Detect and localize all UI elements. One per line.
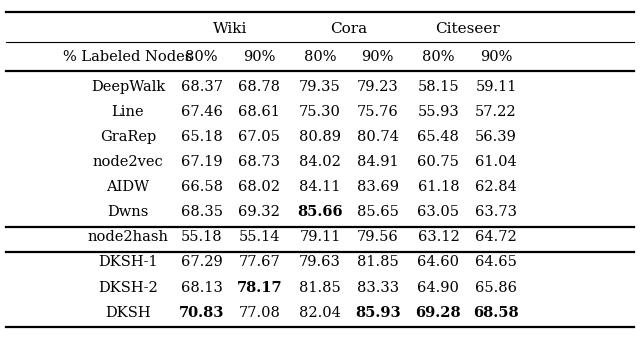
Text: 80.89: 80.89 [299, 130, 341, 144]
Text: 77.08: 77.08 [238, 306, 280, 320]
Text: 81.85: 81.85 [356, 256, 399, 269]
Text: 79.56: 79.56 [356, 230, 399, 244]
Text: 64.72: 64.72 [475, 230, 517, 244]
Text: 59.11: 59.11 [476, 80, 516, 94]
Text: DKSH-1: DKSH-1 [98, 256, 158, 269]
Text: node2hash: node2hash [88, 230, 168, 244]
Text: 64.90: 64.90 [417, 281, 460, 294]
Text: node2vec: node2vec [93, 155, 163, 169]
Text: 84.11: 84.11 [300, 180, 340, 194]
Text: 65.18: 65.18 [180, 130, 223, 144]
Text: 78.17: 78.17 [236, 281, 282, 294]
Text: 90%: 90% [362, 50, 394, 64]
Text: 68.35: 68.35 [180, 205, 223, 219]
Text: Line: Line [112, 105, 144, 119]
Text: Cora: Cora [330, 22, 367, 36]
Text: 68.73: 68.73 [238, 155, 280, 169]
Text: 83.69: 83.69 [356, 180, 399, 194]
Text: 90%: 90% [480, 50, 512, 64]
Text: 68.61: 68.61 [238, 105, 280, 119]
Text: 69.32: 69.32 [238, 205, 280, 219]
Text: 84.91: 84.91 [356, 155, 399, 169]
Text: 57.22: 57.22 [475, 105, 517, 119]
Text: % Labeled Nodes: % Labeled Nodes [63, 50, 193, 64]
Text: 79.11: 79.11 [300, 230, 340, 244]
Text: DKSH: DKSH [105, 306, 151, 320]
Text: 67.29: 67.29 [180, 256, 223, 269]
Text: GraRep: GraRep [100, 130, 156, 144]
Text: 65.48: 65.48 [417, 130, 460, 144]
Text: Wiki: Wiki [213, 22, 248, 36]
Text: 68.58: 68.58 [473, 306, 519, 320]
Text: 61.18: 61.18 [417, 180, 460, 194]
Text: 85.93: 85.93 [355, 306, 401, 320]
Text: 64.65: 64.65 [475, 256, 517, 269]
Text: 83.33: 83.33 [356, 281, 399, 294]
Text: 60.75: 60.75 [417, 155, 460, 169]
Text: 90%: 90% [243, 50, 275, 64]
Text: 55.93: 55.93 [417, 105, 460, 119]
Text: DKSH-2: DKSH-2 [98, 281, 158, 294]
Text: 68.13: 68.13 [180, 281, 223, 294]
Text: 80%: 80% [304, 50, 336, 64]
Text: 80.74: 80.74 [356, 130, 399, 144]
Text: 77.67: 77.67 [238, 256, 280, 269]
Text: 70.83: 70.83 [179, 306, 224, 320]
Text: 85.65: 85.65 [356, 205, 399, 219]
Text: 61.04: 61.04 [475, 155, 517, 169]
Text: 79.63: 79.63 [299, 256, 341, 269]
Text: 80%: 80% [186, 50, 218, 64]
Text: 68.02: 68.02 [238, 180, 280, 194]
Text: Dwns: Dwns [108, 205, 148, 219]
Text: 58.15: 58.15 [417, 80, 460, 94]
Text: DeepWalk: DeepWalk [91, 80, 165, 94]
Text: 84.02: 84.02 [299, 155, 341, 169]
Text: AIDW: AIDW [106, 180, 150, 194]
Text: 66.58: 66.58 [180, 180, 223, 194]
Text: 82.04: 82.04 [299, 306, 341, 320]
Text: 79.35: 79.35 [299, 80, 341, 94]
Text: 63.73: 63.73 [475, 205, 517, 219]
Text: 63.05: 63.05 [417, 205, 460, 219]
Text: 56.39: 56.39 [475, 130, 517, 144]
Text: 67.46: 67.46 [180, 105, 223, 119]
Text: Citeseer: Citeseer [435, 22, 500, 36]
Text: 68.78: 68.78 [238, 80, 280, 94]
Text: 55.14: 55.14 [239, 230, 280, 244]
Text: 75.30: 75.30 [299, 105, 341, 119]
Text: 62.84: 62.84 [475, 180, 517, 194]
Text: 85.66: 85.66 [297, 205, 343, 219]
Text: 64.60: 64.60 [417, 256, 460, 269]
Text: 63.12: 63.12 [417, 230, 460, 244]
Text: 68.37: 68.37 [180, 80, 223, 94]
Text: 80%: 80% [422, 50, 454, 64]
Text: 81.85: 81.85 [299, 281, 341, 294]
Text: 69.28: 69.28 [415, 306, 461, 320]
Text: 79.23: 79.23 [356, 80, 399, 94]
Text: 65.86: 65.86 [475, 281, 517, 294]
Text: 67.05: 67.05 [238, 130, 280, 144]
Text: 67.19: 67.19 [180, 155, 223, 169]
Text: 55.18: 55.18 [180, 230, 223, 244]
Text: 75.76: 75.76 [356, 105, 399, 119]
